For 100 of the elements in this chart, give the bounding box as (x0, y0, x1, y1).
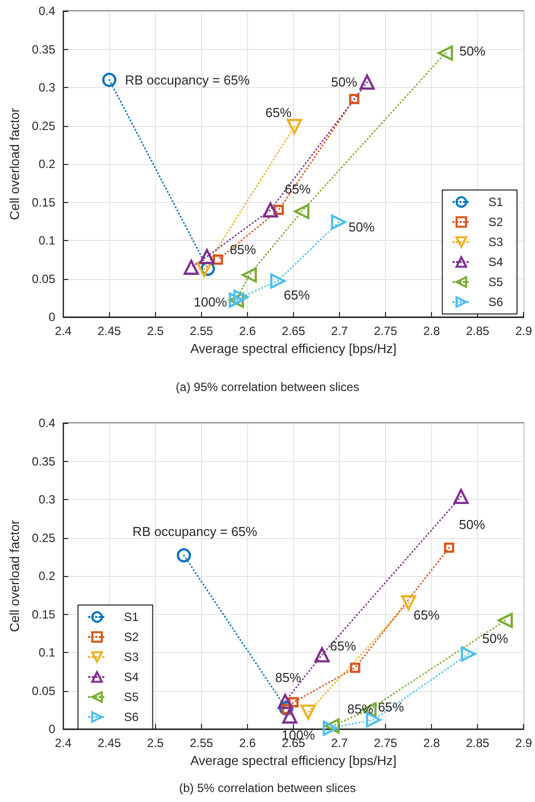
legend-label: S6 (488, 295, 504, 309)
annotation: 85% (275, 670, 302, 685)
y-tick-label: 0.15 (32, 607, 56, 622)
x-tick-label: 2.6 (239, 736, 256, 750)
point (270, 273, 286, 289)
x-tick-label: 2.4 (54, 324, 72, 338)
x-tick-label: 2.85 (466, 736, 490, 750)
y-tick-label: 0.4 (38, 416, 56, 430)
annotation: 100% (194, 294, 228, 310)
legend-label: S3 (488, 235, 504, 249)
annotation: 50% (459, 516, 486, 532)
point (350, 662, 360, 673)
point (262, 202, 278, 218)
x-tick-label: 2.9 (515, 736, 532, 750)
point (184, 260, 199, 275)
point (176, 548, 191, 562)
x-axis-title: Average spectral efficiency [bps/Hz] (190, 340, 397, 356)
y-tick-label: 0.35 (32, 42, 56, 56)
x-axis-title: Average spectral efficiency [bps/Hz] (190, 752, 397, 768)
y-tick-label: 0.05 (32, 684, 56, 698)
x-tick-label: 2.75 (374, 736, 398, 750)
point (200, 262, 215, 276)
x-tick-label: 2.45 (98, 324, 122, 338)
point (349, 94, 360, 104)
point (438, 45, 453, 61)
x-tick-label: 2.5 (146, 736, 164, 750)
legend-label: S5 (488, 275, 504, 289)
text: (b) 5% correlation between slices (179, 781, 356, 795)
y-tick-label: 0.2 (38, 157, 56, 171)
legend-label: S3 (124, 650, 140, 664)
annotation: 65% (330, 638, 356, 654)
point (314, 647, 330, 662)
y-tick-label: 0.25 (32, 118, 56, 133)
point (300, 704, 316, 720)
annotation: 85% (230, 242, 256, 258)
x-tick-label: 2.45 (98, 736, 122, 750)
annotation: 65% (265, 105, 292, 120)
y-axis-title: Cell overload factor (7, 519, 22, 632)
y-tick-label: 0.35 (32, 454, 56, 468)
legend-label: S1 (488, 195, 504, 209)
point (460, 646, 476, 662)
y-tick-label: 0.1 (38, 234, 56, 248)
point (400, 595, 416, 610)
point (498, 612, 513, 628)
y-axis-title: Cell overload factor (7, 107, 22, 220)
y-tick-label: 0.25 (32, 530, 56, 545)
y-tick-label: 0.4 (38, 4, 56, 18)
y-tick-label: 0 (48, 310, 56, 324)
point (294, 204, 310, 220)
legend-label: S6 (124, 710, 140, 724)
annotation: 65% (284, 181, 312, 196)
annotation: RB occupancy = 65% (132, 524, 258, 539)
point (102, 72, 116, 87)
x-tick-label: 2.55 (190, 324, 214, 338)
point (288, 697, 299, 708)
point (274, 204, 284, 215)
x-tick-label: 2.8 (423, 736, 440, 750)
annotation: 65% (284, 288, 310, 303)
x-tick-label: 2.85 (466, 324, 490, 338)
legend-label: S1 (124, 610, 140, 624)
annotation: RB occupancy = 65% (124, 72, 250, 88)
legend-label: S4 (488, 255, 504, 269)
point (212, 254, 224, 265)
y-tick-label: 0.15 (32, 195, 56, 210)
x-tick-label: 2.75 (374, 324, 398, 338)
legend-label: S4 (124, 670, 140, 684)
y-tick-label: 0.3 (38, 80, 56, 94)
point (242, 267, 257, 283)
x-tick-label: 2.4 (54, 736, 72, 750)
x-tick-label: 2.6 (239, 324, 256, 338)
annotation: 50% (348, 220, 376, 235)
annotation: 65% (378, 699, 404, 714)
point (444, 542, 454, 553)
point (278, 694, 293, 710)
annotation: 65% (414, 607, 440, 622)
legend-label: S5 (124, 690, 140, 704)
x-tick-label: 2.65 (282, 324, 306, 338)
point (199, 248, 214, 264)
annotation: 50% (331, 74, 358, 90)
point (360, 74, 375, 90)
x-tick-label: 2.7 (331, 736, 348, 750)
legend-label: S2 (488, 215, 504, 229)
y-tick-label: 0.05 (32, 272, 56, 286)
x-tick-label: 2.8 (423, 324, 440, 338)
point (282, 708, 298, 724)
point (366, 712, 382, 728)
point (453, 488, 469, 504)
annotation: 50% (482, 630, 509, 646)
legend-label: S2 (124, 630, 140, 644)
x-tick-label: 2.5 (146, 324, 164, 338)
y-tick-label: 0.3 (38, 492, 56, 506)
y-tick-label: 0.2 (38, 569, 56, 583)
point (233, 290, 249, 305)
text: (a) 95% correlation between slices (176, 380, 360, 394)
x-tick-label: 2.55 (190, 736, 214, 750)
point (330, 214, 346, 230)
y-tick-label: 0 (48, 722, 56, 736)
y-tick-label: 0.1 (38, 646, 56, 660)
x-tick-label: 2.7 (331, 324, 348, 338)
x-tick-label: 2.9 (515, 324, 532, 338)
